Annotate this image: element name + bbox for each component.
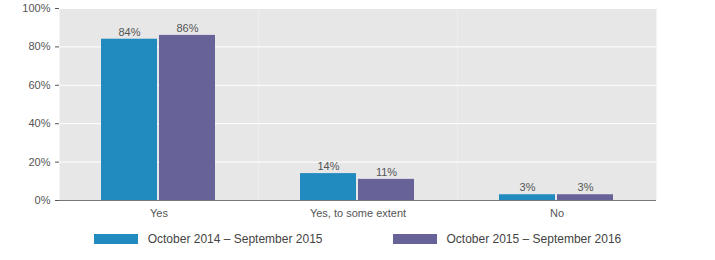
svg-text:84%: 84% <box>118 26 140 38</box>
svg-text:0%: 0% <box>35 194 51 206</box>
svg-text:80%: 80% <box>28 40 50 52</box>
svg-text:3%: 3% <box>520 181 536 193</box>
svg-text:No: No <box>550 207 564 219</box>
svg-text:40%: 40% <box>28 117 50 129</box>
svg-text:60%: 60% <box>28 79 50 91</box>
svg-text:3%: 3% <box>578 181 594 193</box>
svg-text:100%: 100% <box>22 2 50 14</box>
html-text:October 2015 – September 2016: October 2015 – September 2016 <box>446 232 622 246</box>
svg-text:14%: 14% <box>317 160 339 172</box>
html-text:October 2014 – September 2015: October 2014 – September 2015 <box>147 232 323 246</box>
svg-text:20%: 20% <box>28 156 50 168</box>
svg-text:11%: 11% <box>376 166 397 178</box>
svg-text:Yes: Yes <box>150 207 168 219</box>
svg-text:86%: 86% <box>176 22 198 34</box>
svg-text:Yes, to some extent: Yes, to some extent <box>310 207 406 219</box>
